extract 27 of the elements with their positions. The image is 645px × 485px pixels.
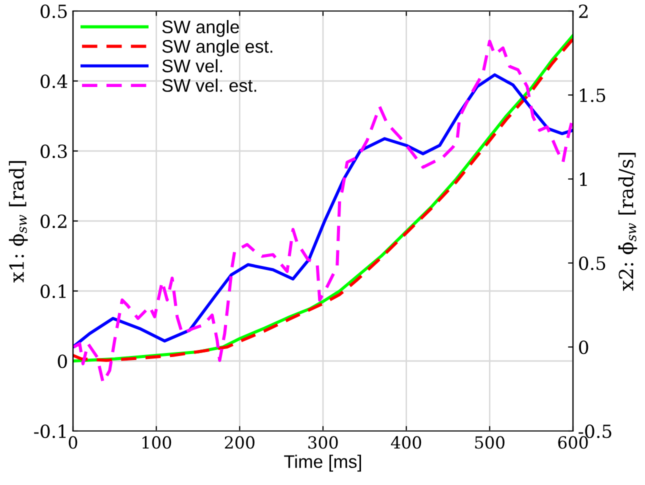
y-tick-label: 0.3 [40,144,67,158]
y-tick-label: 0 [58,354,67,368]
y-tick-label: 0.4 [40,74,68,88]
legend-label: SW vel. [162,59,222,72]
y2-axis-title: x2: ϕ̇$_{sw}$ [rad/s] [618,152,638,291]
y2-tick-label: 2 [579,4,588,18]
x-tick-label: 600 [558,436,588,449]
y2-tick-label: 0 [579,340,588,354]
y-tick-label: -0.1 [34,424,66,438]
y-tick-label: 0.1 [40,284,66,298]
x-tick-label: 0 [68,436,78,449]
legend-label: SW angle [162,20,239,37]
y-axis-title: x1: ϕ$_{sw}$ [rad] [8,161,28,282]
y2-tick-label: 0.5 [579,256,606,270]
legend-label: SW angle est. [162,40,272,56]
y2-tick-label: -0.5 [578,424,612,438]
x-tick-label: 200 [224,436,254,449]
x-tick-label: 400 [390,436,422,449]
y-tick-label: 0.5 [40,4,67,18]
y2-tick-label: 1 [580,172,587,186]
y2-tick-label: 1.5 [580,88,606,102]
legend-label: SW vel. est. [162,78,256,92]
x-tick-label: 500 [475,436,504,449]
x-axis-title: Time [ms] [284,454,361,472]
y-tick-label: 0.2 [40,214,66,228]
x-tick-label: 100 [142,436,172,449]
x-tick-label: 300 [308,436,338,449]
